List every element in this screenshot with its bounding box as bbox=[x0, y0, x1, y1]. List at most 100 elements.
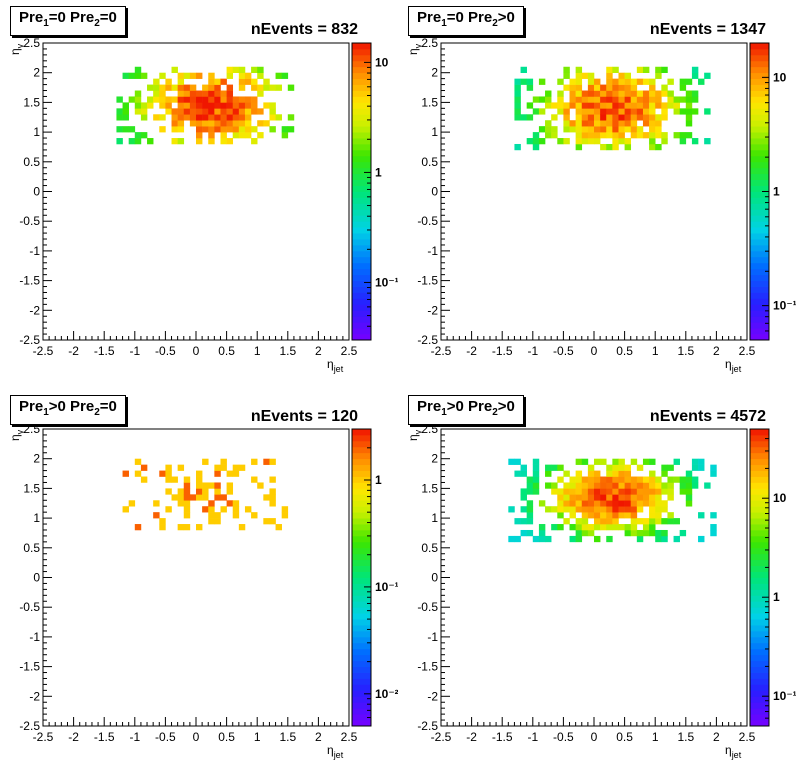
heatmap-bin bbox=[214, 464, 221, 471]
heatmap-bin bbox=[122, 506, 129, 513]
heatmap-bin bbox=[636, 464, 644, 471]
heatmap-bin bbox=[220, 506, 227, 513]
heatmap-bin bbox=[661, 138, 668, 145]
heatmap-bin bbox=[691, 458, 699, 465]
heatmap-bin bbox=[226, 482, 234, 489]
heatmap-bin bbox=[202, 108, 209, 115]
heatmap-bin bbox=[159, 102, 166, 109]
heatmap-bin bbox=[630, 506, 638, 513]
heatmap-bin bbox=[177, 108, 185, 115]
heatmap-bin bbox=[691, 108, 699, 115]
heatmap-bin bbox=[244, 506, 252, 513]
heatmap-bin bbox=[122, 102, 129, 109]
z-colorbar-step bbox=[352, 84, 371, 91]
heatmap-bin bbox=[208, 78, 215, 85]
heatmap-bin bbox=[655, 500, 662, 507]
heatmap-bin bbox=[575, 72, 583, 79]
x-tick-label: -1 bbox=[129, 730, 140, 744]
heatmap-bin bbox=[183, 488, 191, 495]
heatmap-bin bbox=[581, 108, 589, 115]
heatmap-bin bbox=[581, 494, 589, 501]
heatmap-bin bbox=[183, 494, 191, 501]
heatmap-bin bbox=[649, 90, 656, 97]
heatmap-bin bbox=[134, 90, 142, 97]
heatmap-bin bbox=[189, 120, 197, 127]
heatmap-bin bbox=[244, 114, 252, 121]
z-colorbar-step bbox=[352, 203, 371, 210]
z-colorbar-step bbox=[352, 488, 371, 495]
heatmap-bin bbox=[196, 90, 203, 97]
z-colorbar-step bbox=[750, 227, 769, 234]
heatmap-bin bbox=[563, 494, 570, 501]
heatmap-bin bbox=[587, 96, 595, 103]
x-tick-label: 0 bbox=[193, 730, 200, 744]
heatmap-bin bbox=[594, 114, 601, 121]
heatmap-bin bbox=[673, 535, 680, 543]
heatmap-bin bbox=[587, 120, 595, 127]
heatmap-bin bbox=[226, 72, 234, 79]
heatmap-bin bbox=[545, 90, 552, 97]
heatmap-bin bbox=[587, 524, 595, 531]
heatmap-bin bbox=[600, 458, 607, 465]
heatmap-bin bbox=[575, 535, 583, 543]
heatmap-bin bbox=[667, 518, 674, 525]
z-colorbar-step bbox=[750, 666, 769, 673]
z-colorbar-step bbox=[352, 268, 371, 276]
heatmap-bin bbox=[594, 535, 601, 543]
heatmap-bin bbox=[600, 500, 607, 507]
z-colorbar-step bbox=[750, 583, 769, 590]
heatmap-bin bbox=[618, 72, 625, 79]
heatmap-bin bbox=[691, 464, 699, 471]
heatmap-bin bbox=[612, 143, 619, 151]
heatmap-bin bbox=[208, 102, 215, 109]
z-colorbar-step bbox=[750, 149, 769, 157]
x-tick-label: -1.5 bbox=[94, 344, 115, 358]
heatmap-bin bbox=[183, 108, 191, 115]
heatmap-bin bbox=[575, 126, 583, 133]
heatmap-bin bbox=[214, 518, 221, 525]
heatmap-bin bbox=[281, 72, 289, 79]
heatmap-bin bbox=[214, 494, 221, 501]
heatmap-bin bbox=[532, 108, 540, 115]
heatmap-bin bbox=[208, 518, 215, 525]
heatmap-bin bbox=[581, 120, 589, 127]
heatmap-bin bbox=[667, 96, 674, 103]
heatmap-bin bbox=[208, 120, 215, 127]
heatmap-bin bbox=[624, 476, 632, 483]
heatmap-bin bbox=[698, 458, 705, 465]
heatmap-bin bbox=[655, 494, 662, 501]
heatmap-bin bbox=[569, 488, 576, 495]
heatmap-bin bbox=[226, 126, 234, 133]
heatmap-bin bbox=[587, 482, 595, 489]
heatmap-bin bbox=[128, 126, 136, 133]
heatmap-bin bbox=[612, 476, 619, 483]
heatmap-bin bbox=[710, 512, 717, 519]
heatmap-bin bbox=[159, 96, 166, 103]
histogram-panel-2: Pre1=0 Pre2>0 nEvents = 1347 -2.5 -2 -1.5-… bbox=[398, 0, 796, 386]
y-tick-label: -0.5 bbox=[19, 214, 40, 228]
z-colorbar-step bbox=[750, 48, 769, 56]
heatmap-bin bbox=[575, 143, 583, 151]
heatmap-bin bbox=[600, 132, 607, 139]
z-colorbar-step bbox=[352, 541, 371, 549]
z-colorbar-step bbox=[750, 518, 769, 525]
heatmap-bin bbox=[514, 90, 521, 97]
heatmap-bin bbox=[134, 524, 142, 531]
heatmap-bin bbox=[563, 108, 570, 115]
heatmap-bin bbox=[630, 90, 638, 97]
heatmap-bin bbox=[575, 488, 583, 495]
y-tick-label: 0.5 bbox=[23, 541, 40, 555]
z-colorbar-step bbox=[352, 720, 371, 727]
z-colorbar-step bbox=[750, 577, 769, 584]
heatmap-bin bbox=[563, 120, 570, 127]
heatmap-bin bbox=[532, 535, 540, 543]
z-colorbar-step bbox=[750, 215, 769, 222]
heatmap-bin bbox=[545, 506, 552, 513]
z-colorbar-frame bbox=[351, 42, 372, 341]
heatmap-bin bbox=[183, 500, 191, 507]
heatmap-bin bbox=[220, 126, 227, 133]
heatmap-bin bbox=[636, 535, 644, 543]
z-colorbar-step bbox=[750, 500, 769, 507]
heatmap-bin bbox=[630, 458, 638, 465]
nevents-label: nEvents = 120 bbox=[250, 408, 358, 425]
